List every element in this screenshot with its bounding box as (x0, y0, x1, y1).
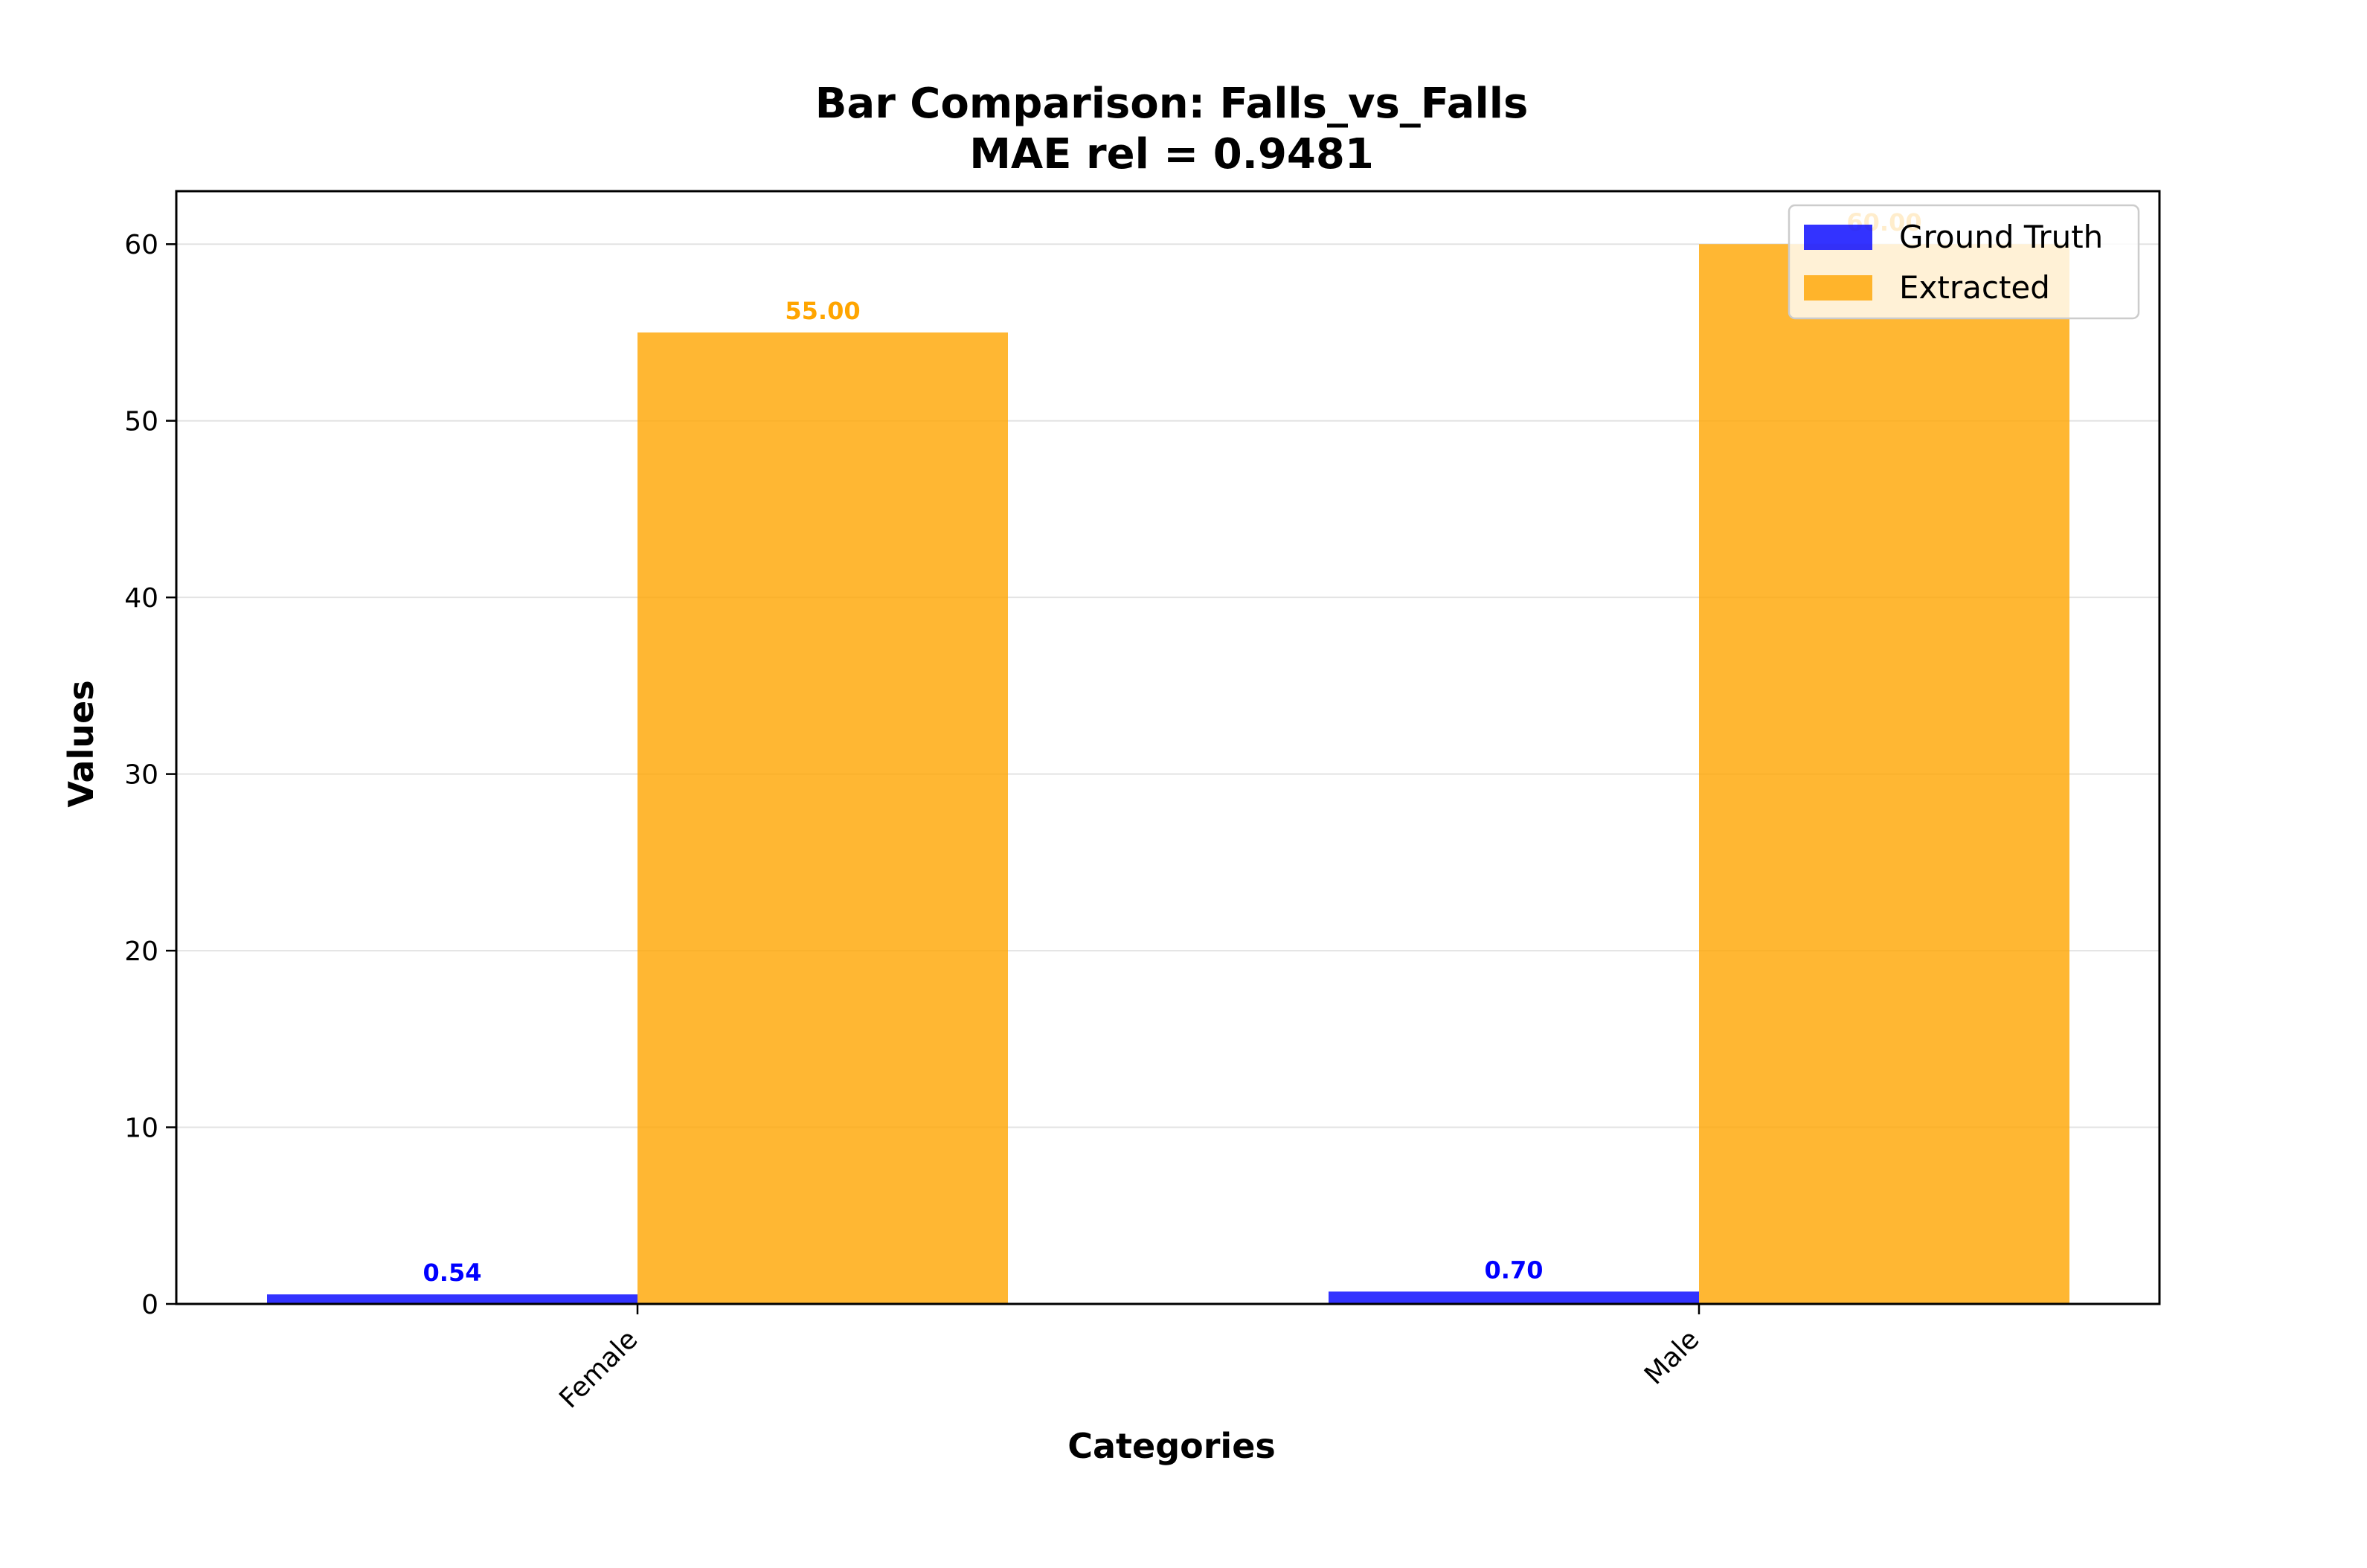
bar-value-label: 55.00 (785, 297, 860, 325)
legend-swatch (1804, 275, 1872, 301)
bar-ground-truth-female (267, 1294, 637, 1304)
legend-box (1788, 204, 2140, 320)
x-axis-ticks: Female Male (553, 1304, 1705, 1414)
y-axis-label: Values (61, 680, 101, 807)
legend-label: Ground Truth (1899, 219, 2103, 255)
bar-extracted-male (1699, 244, 2069, 1305)
y-tick-label: 60 (124, 230, 158, 260)
y-tick-label: 0 (141, 1290, 158, 1320)
chart-title: Bar Comparison: Falls_vs_Falls (815, 80, 1529, 128)
legend: Ground Truth Extracted (1788, 204, 2140, 320)
x-tick-label: Female (553, 1324, 643, 1414)
bar-ground-truth-male (1329, 1291, 1699, 1304)
x-axis-label: Categories (1067, 1426, 1276, 1466)
chart-subtitle: MAE rel = 0.9481 (969, 130, 1374, 179)
legend-swatch (1804, 225, 1872, 250)
plot-frame (175, 190, 2161, 1305)
y-tick-label: 30 (124, 760, 158, 791)
y-tick-label: 40 (124, 583, 158, 614)
legend-label: Extracted (1899, 269, 2050, 306)
y-axis-ticks: 0 10 20 30 40 50 60 (124, 230, 176, 1320)
y-tick-label: 50 (124, 407, 158, 437)
bar-value-label: 0.54 (423, 1259, 482, 1287)
x-tick-label: Male (1639, 1324, 1705, 1390)
bar-value-label: 0.70 (1485, 1256, 1544, 1284)
bars (267, 244, 2069, 1305)
y-tick-label: 20 (124, 936, 158, 967)
grid-lines (176, 243, 2159, 1305)
bar-extracted-female (637, 332, 1008, 1304)
y-tick-label: 10 (124, 1114, 158, 1144)
